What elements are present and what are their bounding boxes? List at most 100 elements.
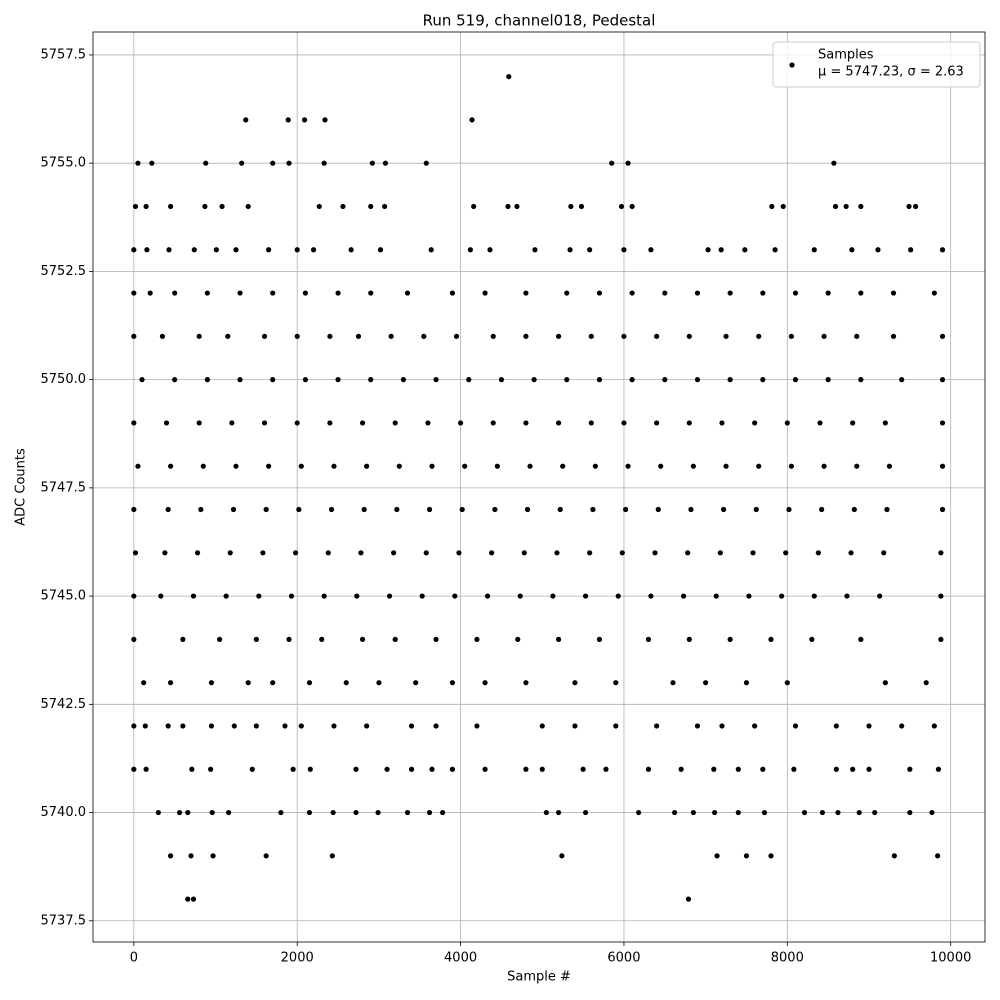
point [621,247,627,253]
point [524,506,531,513]
point [159,333,166,339]
point [302,290,308,296]
point [423,160,429,166]
point [564,377,570,383]
point [298,463,304,469]
point [854,333,860,339]
point [582,593,589,599]
point [408,766,415,772]
point [686,333,692,339]
legend-label: Samples [818,48,874,63]
point [396,463,402,469]
point [711,766,717,772]
point [131,420,137,426]
point [539,766,545,772]
point [253,636,259,642]
point [705,247,711,253]
point [515,636,521,642]
point [245,680,251,686]
point [891,853,897,859]
point [881,550,887,556]
point [761,809,768,816]
point [523,766,529,772]
point [935,853,941,859]
y-tick-label: 5737.5 [41,913,87,928]
point [263,853,269,859]
point [230,506,237,513]
plot-frame [92,31,986,943]
point [768,636,774,642]
point [425,420,431,426]
point [815,550,821,556]
point [368,377,374,383]
point [654,723,660,729]
point [784,420,790,426]
point [521,550,527,556]
point [556,333,562,339]
x-tick-label: 10000 [930,951,971,966]
point [456,550,462,556]
point [191,247,197,253]
point [625,160,631,166]
point [249,766,255,772]
point [588,333,594,339]
point [719,420,725,426]
point [929,809,935,816]
point [752,420,758,426]
point [359,420,366,426]
y-axis-label: ADC Counts [14,448,29,526]
point [180,636,186,642]
point [821,463,827,469]
point [185,896,191,902]
point [856,809,862,816]
point [727,636,733,642]
point [769,203,775,210]
point [213,247,219,253]
point [850,420,856,426]
point [613,723,619,729]
point [556,636,562,642]
point [282,723,288,729]
point [353,766,359,772]
point [939,506,946,513]
point [348,247,354,253]
point [523,333,529,339]
point [353,809,359,816]
point [426,506,433,513]
point [394,506,400,513]
point [539,723,545,729]
point [188,853,194,859]
point [384,766,390,772]
point [319,636,325,642]
point [719,723,725,729]
point [180,723,186,729]
point [514,203,520,210]
x-tick-label: 8000 [771,951,804,966]
x-tick-label: 4000 [444,951,477,966]
point [294,247,300,253]
point [388,333,394,339]
point [801,809,808,816]
point [286,636,292,642]
point [131,247,137,253]
point [703,680,709,686]
point [165,723,171,729]
point [143,203,149,210]
point [866,766,872,772]
y-tick-label: 5742.5 [41,697,87,712]
point [368,203,374,210]
point [343,680,349,686]
point [359,636,366,642]
point [310,247,317,253]
point [440,809,446,816]
point [196,333,202,339]
point [208,766,214,772]
point [587,550,593,556]
point [756,463,762,469]
point [784,680,790,686]
point [572,723,578,729]
point [506,73,512,80]
point [752,723,758,729]
point [364,463,370,469]
